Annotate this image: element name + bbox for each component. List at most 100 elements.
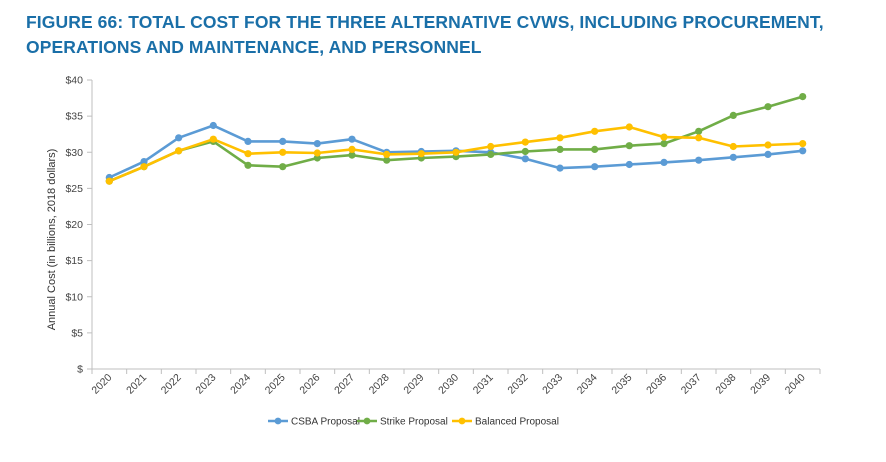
y-tick-label: $40	[65, 75, 83, 87]
figure-title-line-2: OPERATIONS AND MAINTENANCE, AND PERSONNE…	[26, 37, 482, 57]
data-point	[279, 163, 287, 171]
data-point	[521, 147, 529, 156]
series-balanced-proposal	[105, 123, 807, 185]
data-point	[313, 140, 321, 148]
data-point	[209, 135, 217, 143]
data-point	[799, 147, 807, 155]
data-point	[313, 149, 321, 157]
x-tick-label: 2033	[540, 372, 565, 397]
x-tick-label: 2022	[159, 372, 184, 397]
x-tick-label: 2028	[367, 372, 392, 397]
legend-label: Strike Proposal	[380, 417, 448, 428]
data-point	[625, 142, 633, 150]
x-tick-label: 2029	[401, 372, 426, 397]
legend-swatch-marker	[274, 417, 282, 425]
data-point	[175, 134, 183, 142]
x-tick-label: 2031	[471, 372, 496, 397]
data-point	[383, 150, 391, 158]
data-point	[660, 140, 668, 148]
legend-swatch-marker	[363, 417, 371, 425]
y-tick-label: $	[77, 364, 83, 376]
data-point	[764, 103, 772, 111]
data-point	[625, 160, 633, 169]
data-point	[244, 161, 252, 169]
x-tick-label: 2027	[332, 372, 357, 397]
legend-swatch-marker	[458, 417, 466, 425]
data-point	[521, 155, 529, 163]
data-point	[175, 147, 183, 155]
x-tick-label: 2040	[783, 372, 808, 397]
data-point	[279, 148, 287, 156]
legend: CSBA Proposal Strike Proposal Balanced Pro…	[268, 417, 559, 428]
data-point	[660, 133, 668, 141]
x-tick-label: 2038	[713, 372, 738, 397]
legend-item: CSBA Proposal	[268, 417, 360, 428]
data-point	[383, 156, 391, 164]
data-point	[244, 150, 252, 158]
data-point	[729, 153, 737, 161]
data-point	[695, 156, 703, 164]
data-point	[313, 154, 321, 162]
x-tick-label: 2032	[505, 372, 530, 397]
data-point	[799, 93, 807, 101]
data-point	[417, 150, 425, 158]
data-point	[105, 177, 113, 185]
data-point	[591, 163, 599, 171]
x-tick-label: 2020	[89, 372, 114, 397]
data-point	[140, 163, 148, 171]
y-tick-label: $10	[65, 291, 83, 303]
y-tick-label: $20	[65, 219, 83, 231]
data-point	[140, 158, 148, 166]
data-point	[556, 164, 564, 172]
x-tick-label: 2021	[124, 372, 149, 397]
y-tick-label: $30	[65, 147, 83, 159]
legend-label: Balanced Proposal	[475, 417, 559, 428]
data-point	[729, 142, 737, 151]
data-point	[487, 150, 495, 158]
data-point	[279, 137, 287, 145]
plot-axes	[91, 80, 820, 370]
x-tick-label: 2030	[436, 372, 461, 397]
y-tick-label: $15	[65, 255, 83, 267]
x-tick-label: 2026	[297, 372, 322, 397]
y-axis-title: Annual Cost (in billions, 2018 dollars)	[46, 149, 58, 331]
data-point	[209, 121, 217, 130]
data-point	[591, 127, 599, 135]
figure-title-line-1: FIGURE 66: TOTAL COST FOR THE THREE ALTE…	[26, 12, 824, 32]
x-tick-label: 2024	[228, 372, 253, 397]
data-point	[452, 148, 460, 156]
data-point	[695, 134, 703, 142]
data-point	[799, 140, 807, 148]
y-axis-ticks: $ $5 $10 $15 $20 $25 $30 $35 $40	[65, 75, 92, 376]
data-point	[556, 145, 564, 153]
x-tick-label: 2035	[609, 372, 634, 397]
data-point	[660, 158, 668, 166]
data-point	[764, 141, 772, 149]
data-point	[348, 145, 356, 153]
data-point	[487, 142, 495, 151]
x-tick-label: 2025	[263, 372, 288, 397]
x-axis-ticks: 2020 2021 2022 2023 2024 2025 2026 2027 2028 2029…	[89, 369, 821, 397]
data-point	[625, 123, 633, 131]
x-tick-label: 2036	[644, 372, 669, 397]
data-point	[348, 135, 356, 143]
data-point	[591, 145, 599, 153]
y-tick-label: $5	[71, 327, 83, 339]
series-layer	[105, 93, 807, 185]
x-tick-label: 2037	[679, 372, 704, 397]
legend-item: Balanced Proposal	[452, 417, 559, 428]
legend-label: CSBA Proposal	[291, 417, 360, 428]
data-point	[556, 134, 564, 142]
data-point	[348, 151, 356, 159]
data-point	[521, 138, 529, 146]
data-point	[729, 111, 737, 119]
legend-item: Strike Proposal	[357, 417, 448, 428]
data-point	[695, 127, 703, 135]
data-point	[764, 150, 772, 158]
y-tick-label: $35	[65, 111, 83, 123]
x-tick-label: 2039	[748, 372, 773, 397]
figure-title: FIGURE 66: TOTAL COST FOR THE THREE ALTE…	[26, 10, 876, 60]
y-tick-label: $25	[65, 183, 83, 195]
x-tick-label: 2023	[193, 372, 218, 397]
